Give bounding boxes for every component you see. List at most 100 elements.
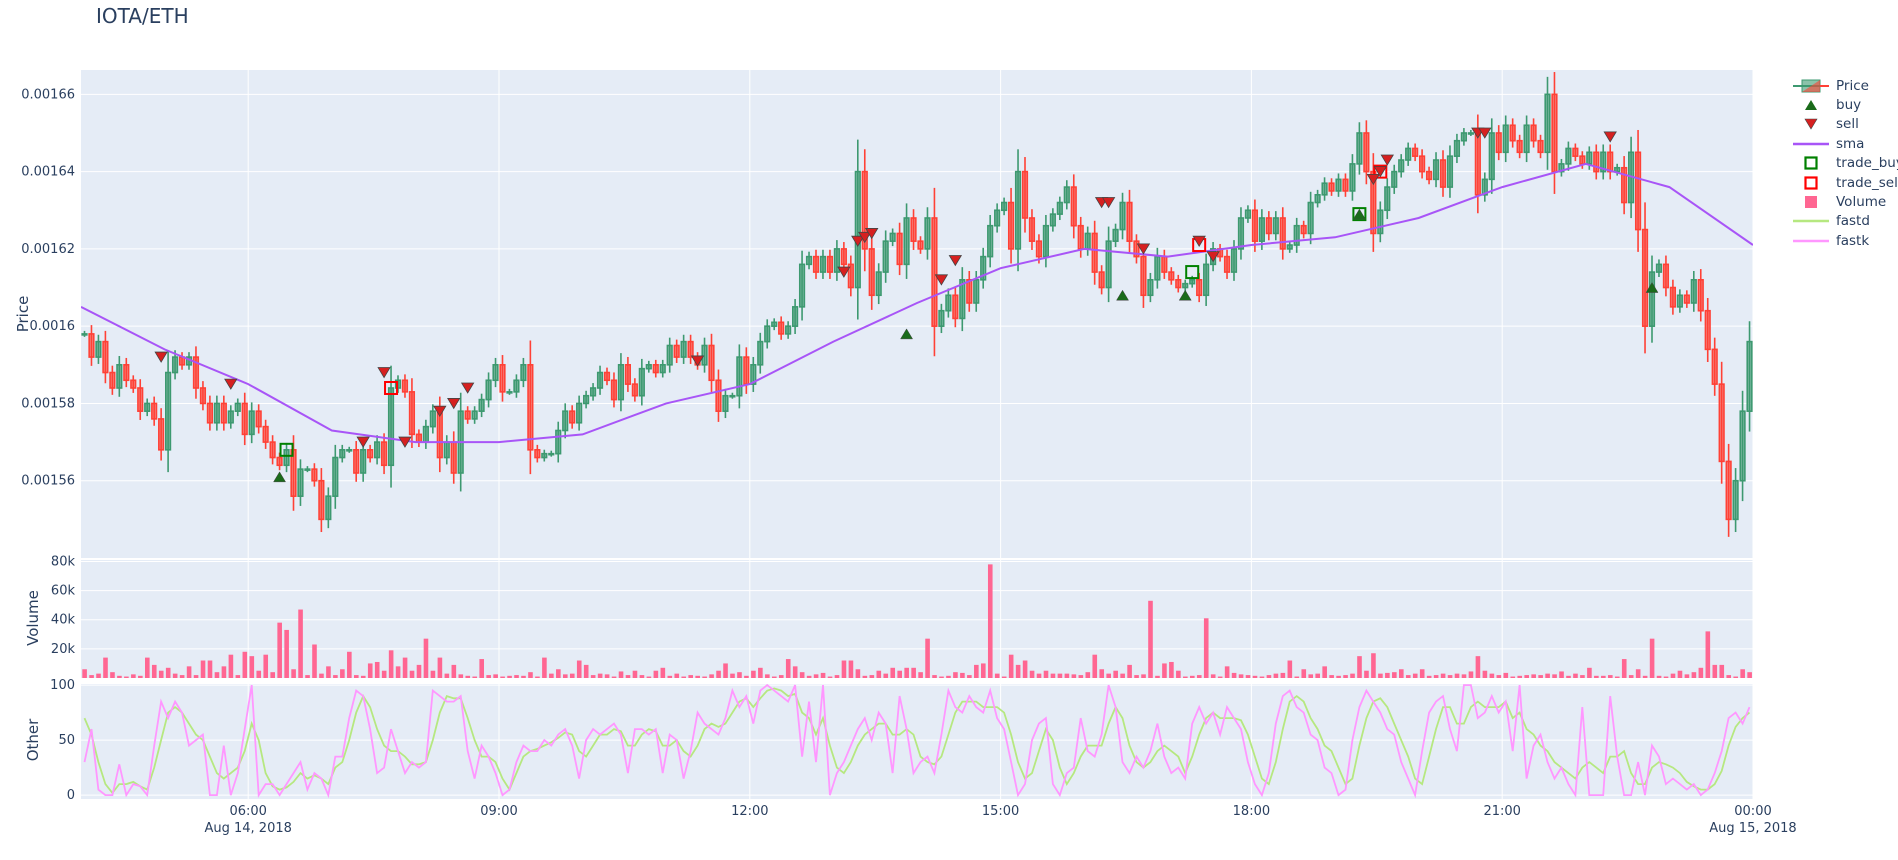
price-axis-title: Price	[14, 296, 32, 333]
candle-body	[1641, 228, 1649, 327]
volume-bar	[1489, 673, 1495, 678]
volume-bar	[528, 672, 533, 678]
volume-bar	[1392, 672, 1397, 678]
price-y-tick-label: 0.00164	[21, 165, 75, 180]
sell-marker	[1366, 173, 1381, 186]
volume-bar	[1022, 660, 1028, 678]
candle-body	[415, 433, 423, 443]
candle-body	[541, 452, 548, 459]
candle-body	[534, 449, 541, 459]
volume-bar	[1238, 674, 1244, 678]
volume-bar	[1357, 656, 1362, 678]
legend-item-buy[interactable]: buy	[1790, 95, 1898, 114]
volume-bar	[744, 675, 749, 678]
candle-body	[624, 364, 631, 385]
legend-item-trade-buy[interactable]: trade_buy	[1790, 154, 1898, 173]
volume-bar	[1496, 675, 1502, 678]
x-tick-label: 21:00	[1483, 804, 1520, 819]
candle-body	[1419, 155, 1426, 173]
volume-bar	[611, 676, 617, 678]
sell-marker	[447, 398, 461, 410]
volume-bar	[1740, 669, 1745, 678]
volume-bar	[451, 664, 457, 678]
volume-axis-title: Volume	[24, 590, 42, 646]
candle-body	[276, 456, 283, 467]
volume-bar	[1580, 675, 1585, 678]
volume-bar	[298, 609, 303, 678]
volume-bar	[799, 672, 805, 678]
volume-bar	[402, 657, 408, 678]
volume-bar	[1712, 664, 1718, 678]
volume-bar	[305, 675, 310, 678]
volume-bar	[96, 673, 101, 678]
volume-bar	[1231, 672, 1237, 678]
volume-bar	[1169, 661, 1174, 678]
candle-body	[144, 402, 151, 412]
legend-item-trade-sell[interactable]: trade_sell	[1790, 173, 1898, 192]
legend-label: Price	[1836, 77, 1869, 94]
candle-body	[812, 255, 820, 273]
volume-bar	[855, 669, 861, 678]
candle-body	[729, 394, 736, 398]
candle-body	[1007, 201, 1015, 250]
legend-item-fastk[interactable]: fastk	[1790, 231, 1898, 250]
candle-body	[1662, 263, 1670, 289]
candle-body	[471, 410, 478, 420]
candle-body	[771, 321, 778, 327]
volume-bar	[1315, 673, 1320, 678]
x-tick-label: 12:00	[731, 804, 768, 819]
legend-item-price[interactable]: Price	[1790, 76, 1898, 95]
volume-bar	[103, 657, 108, 678]
volume-bar	[1608, 675, 1613, 678]
volume-bar	[1029, 670, 1035, 678]
candle-body	[1105, 240, 1112, 289]
volume-bar	[1405, 675, 1411, 678]
volume-bar	[214, 672, 220, 678]
legend-item-volume[interactable]: Volume	[1790, 192, 1898, 211]
candle-body	[1704, 309, 1711, 351]
candle-body	[1300, 224, 1307, 235]
price-panel-bg	[81, 70, 1753, 558]
volume-bar	[1210, 674, 1216, 678]
volume-bar	[765, 674, 770, 678]
candle-body	[833, 248, 840, 273]
legend-item-fastd[interactable]: fastd	[1790, 212, 1898, 231]
volume-bar	[792, 666, 798, 678]
volume-bar	[883, 673, 889, 678]
legend-item-sma[interactable]: sma	[1790, 134, 1898, 153]
volume-bar	[117, 675, 122, 678]
candle-body	[1314, 194, 1321, 204]
candle-body	[158, 418, 165, 451]
volume-bar	[291, 669, 296, 678]
volume-bar	[270, 672, 275, 678]
volume-bar	[618, 671, 624, 678]
candle-body	[220, 402, 227, 424]
volume-bar	[1601, 675, 1606, 678]
volume-bar	[242, 651, 248, 678]
candle-body	[109, 371, 116, 389]
candle-body	[1711, 348, 1718, 385]
buy-marker	[1352, 208, 1366, 220]
candle-body	[994, 209, 1001, 227]
legend-item-sell[interactable]: sell	[1790, 115, 1898, 134]
volume-bar	[1747, 672, 1752, 678]
volume-bar	[1594, 675, 1599, 678]
volume-bar	[918, 672, 923, 678]
candle-body	[171, 356, 179, 374]
trade-buy-marker	[1352, 207, 1367, 222]
volume-bar	[221, 666, 227, 678]
x-tick-label: 18:00	[1233, 804, 1270, 819]
candle-body	[1147, 279, 1154, 297]
candle-body	[527, 364, 534, 451]
candle-body	[1676, 294, 1683, 308]
volume-bar	[319, 673, 324, 678]
buy-marker	[1645, 282, 1659, 293]
volume-bar	[688, 675, 693, 678]
candle-body	[924, 217, 931, 250]
volume-bar	[1628, 675, 1634, 678]
candle-body	[1189, 279, 1196, 285]
volume-y-tick-label: 40k	[51, 613, 76, 628]
volume-bar	[1050, 673, 1056, 678]
candle-body	[617, 364, 625, 401]
legend-label: trade_sell	[1836, 174, 1898, 191]
